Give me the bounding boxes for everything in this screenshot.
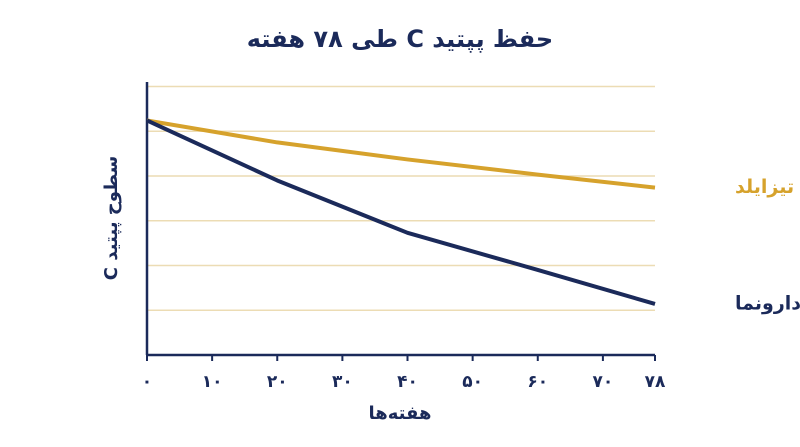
series-line [146, 118, 656, 306]
series-label: دارونما [735, 292, 800, 314]
x-tick-label: ۵۰ [462, 372, 483, 392]
x-tick-label: ۷۸ [645, 372, 666, 392]
x-tick-label: ۷۰ [593, 372, 614, 392]
x-tick-label: ۰ [142, 372, 152, 392]
x-tick-label: ۲۰ [267, 372, 288, 392]
y-axis-label: سطوح پپتید C [101, 156, 122, 280]
chart-title: حفظ پپتید C طی ۷۸ هفته [247, 25, 553, 53]
x-tick-label: ۶۰ [527, 372, 548, 392]
series-label: تیزایلد [735, 176, 794, 198]
series-line [146, 118, 656, 190]
x-tick-label: ۳۰ [332, 372, 353, 392]
x-tick-label: ۱۰ [202, 372, 223, 392]
x-tick-label: ۴۰ [397, 372, 418, 392]
x-axis-label: هفته‌ها [369, 403, 432, 424]
